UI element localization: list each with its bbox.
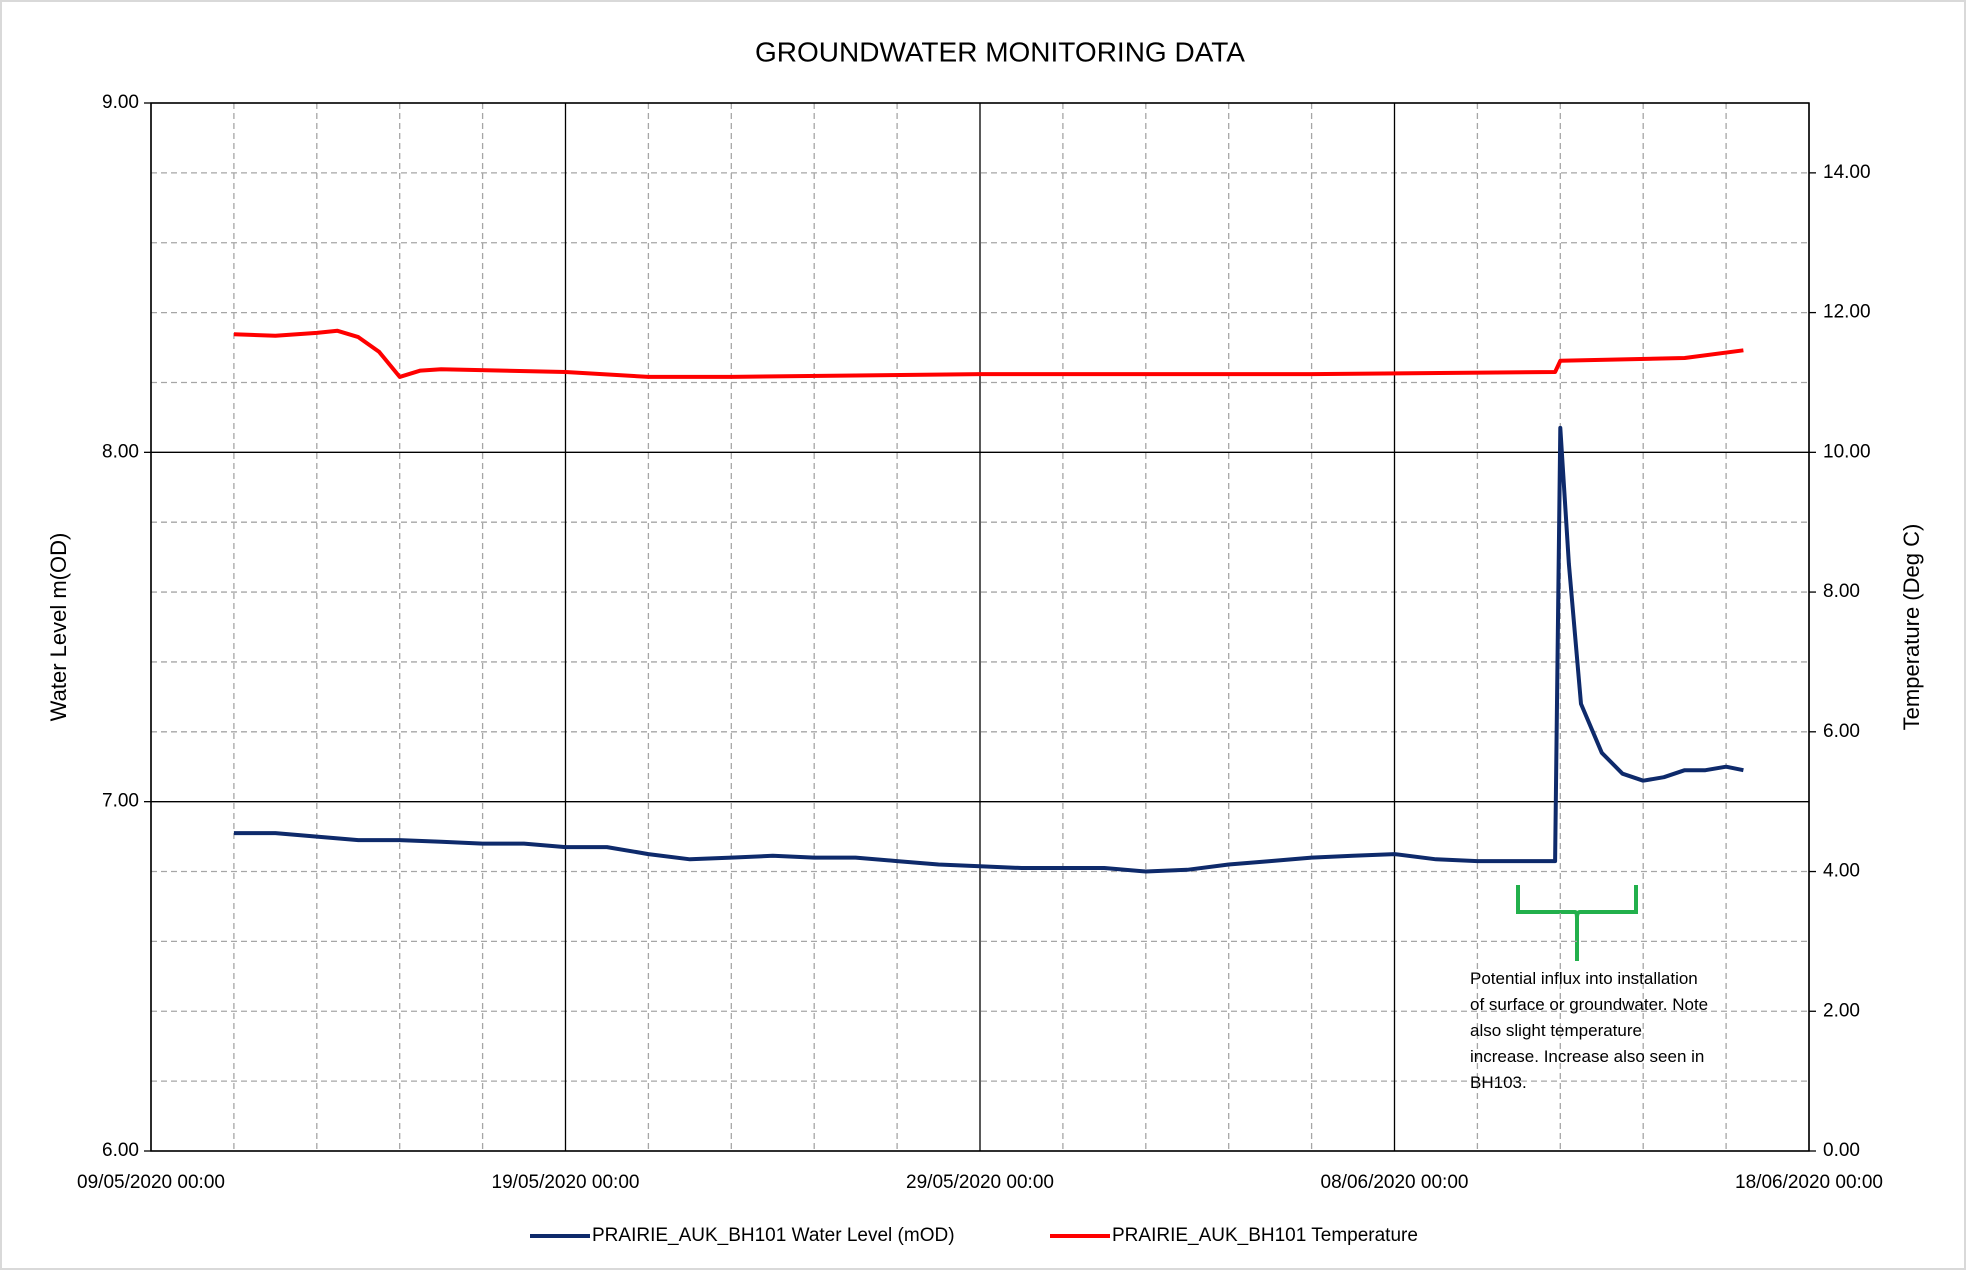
y-axis-label: Water Level m(OD) [46, 533, 71, 722]
y2-axis-label: Temperature (Deg C) [1899, 524, 1924, 731]
y2-tick-label: 14.00 [1823, 162, 1871, 183]
plot-frame [150, 102, 1810, 1152]
y2-tick-label: 0.00 [1823, 1140, 1860, 1161]
legend-label: PRAIRIE_AUK_BH101 Temperature [1112, 1225, 1418, 1246]
x-tick-label: 08/06/2020 00:00 [1321, 1172, 1469, 1193]
y2-tick-label: 12.00 [1823, 302, 1871, 323]
y2-tick-label: 4.00 [1823, 861, 1860, 882]
y-tick-label: 6.00 [102, 1140, 139, 1161]
series-line [233, 328, 1744, 379]
x-tick-label: 09/05/2020 00:00 [77, 1172, 225, 1193]
y2-tick-label: 6.00 [1823, 721, 1860, 742]
y2-tick-label: 10.00 [1823, 441, 1871, 462]
series-line [233, 425, 1744, 874]
y-tick-label: 9.00 [102, 92, 139, 113]
annotation-brace [1516, 885, 1638, 961]
legend-label: PRAIRIE_AUK_BH101 Water Level (mOD) [592, 1225, 955, 1246]
y-tick-label: 8.00 [102, 441, 139, 462]
y2-tick-label: 8.00 [1823, 581, 1860, 602]
x-tick-label: 29/05/2020 00:00 [906, 1172, 1054, 1193]
y-tick-label: 7.00 [102, 791, 139, 812]
x-tick-label: 18/06/2020 00:00 [1735, 1172, 1883, 1193]
x-tick-label: 19/05/2020 00:00 [492, 1172, 640, 1193]
chart-title: GROUNDWATER MONITORING DATA [755, 36, 1245, 67]
y2-tick-label: 2.00 [1823, 1000, 1860, 1021]
annotation: Potential influx into installation of su… [1470, 969, 1709, 1092]
